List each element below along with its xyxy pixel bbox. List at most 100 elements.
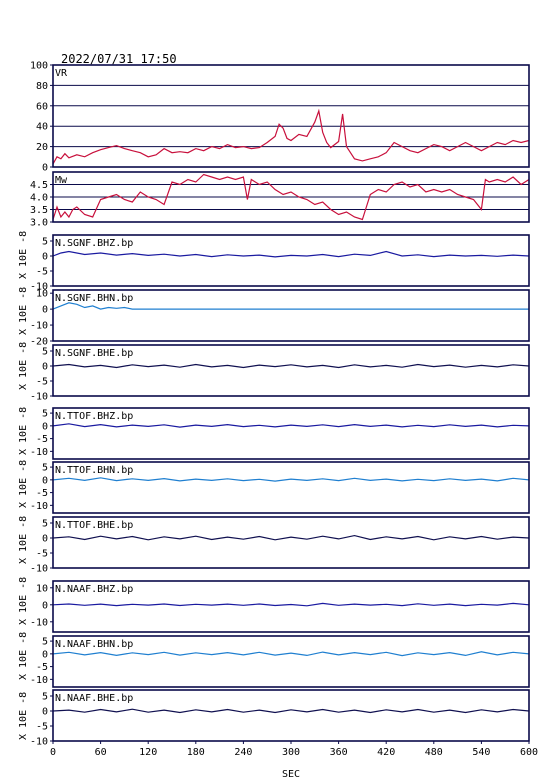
unit-label: X 10E -8 — [18, 407, 29, 455]
y-tick-label: 0 — [42, 362, 48, 373]
series-label: N.SGNF.BHN.bp — [55, 293, 133, 304]
y-tick-label: 5 — [42, 463, 48, 474]
panel-frame — [52, 234, 530, 287]
series-label: N.NAAF.BHZ.bp — [55, 584, 133, 595]
y-tick-label: 60 — [36, 101, 48, 112]
y-tick-label: 0 — [42, 534, 48, 545]
y-tick-label: -20 — [30, 337, 48, 348]
panel-frame — [52, 407, 530, 460]
y-tick-label: 3.5 — [30, 205, 48, 216]
series-line — [52, 363, 530, 369]
y-tick-label: 4.0 — [30, 193, 48, 204]
panel-9: 10 0 -10 N.NAAF.BHZ.bp X 10E -8 — [18, 577, 530, 633]
y-tick-label: 0 — [42, 475, 48, 486]
y-tick-label: 0 — [42, 421, 48, 432]
series-label: N.TTOF.BHE.bp — [55, 520, 133, 531]
series-label: Mw — [55, 175, 68, 186]
x-tick-label: 300 — [282, 747, 300, 758]
series-line — [52, 302, 529, 310]
panel-frame — [52, 461, 530, 514]
panel-frame — [52, 171, 530, 223]
y-tick-label: -5 — [36, 488, 48, 499]
y-tick-label: 0 — [42, 305, 48, 316]
y-tick-label: 5 — [42, 519, 48, 530]
unit-label: X 10E -8 — [18, 287, 29, 335]
panel-frame — [52, 516, 530, 569]
y-tick-label: 0 — [42, 252, 48, 263]
series-line — [52, 534, 530, 541]
panel-2: 4.5 4.03.5 3.0 Mw — [30, 171, 530, 229]
y-tick-label: -10 — [30, 675, 48, 686]
y-tick-label: 5 — [42, 637, 48, 648]
series-line — [52, 602, 530, 607]
series-label: VR — [55, 68, 68, 79]
x-tick-label: 480 — [425, 747, 443, 758]
y-tick-label: -10 — [30, 282, 48, 293]
y-tick-label: 5 — [42, 692, 48, 703]
panel-group: 100806040200VR4.54.03.53.0Mw50-5-10N.SGN… — [18, 61, 530, 748]
y-tick-label: 10 — [36, 583, 48, 594]
y-tick-label: 40 — [36, 122, 48, 133]
panel-frame — [52, 580, 530, 633]
series-label: N.SGNF.BHE.bp — [55, 348, 133, 359]
unit-label: X 10E -8 — [18, 231, 29, 279]
unit-label: X 10E -8 — [18, 516, 29, 564]
unit-label: X 10E -8 — [18, 692, 29, 740]
series-line — [52, 108, 530, 165]
panel-7: 50 -5 -10 N.TTOF.BHN.bp X 10E -8 — [18, 460, 530, 514]
panel-frame — [52, 344, 530, 397]
panel-10: 50 -5 -10 N.NAAF.BHN.bp X 10E -8 — [18, 632, 530, 688]
series-line — [52, 477, 530, 482]
y-tick-label: -10 — [30, 447, 48, 458]
series-label: N.SGNF.BHZ.bp — [55, 238, 133, 249]
y-tick-label: -5 — [36, 662, 48, 673]
y-tick-label: -5 — [36, 267, 48, 278]
x-tick-label: 420 — [377, 747, 395, 758]
y-tick-label: -10 — [30, 392, 48, 403]
y-tick-label: -5 — [36, 722, 48, 733]
y-tick-label: 0 — [42, 649, 48, 660]
series-line — [52, 250, 530, 258]
y-tick-label: -10 — [30, 564, 48, 575]
panel-3: 5 0 -5 -10 N.SGNF.BHZ.bp X 10E -8 — [18, 231, 530, 293]
series-label: N.TTOF.BHZ.bp — [55, 411, 133, 422]
y-tick-label: -5 — [36, 549, 48, 560]
x-tick-label: 540 — [472, 747, 490, 758]
x-tick-label: 120 — [139, 747, 157, 758]
y-tick-label: 5 — [42, 409, 48, 420]
x-tick-label: 600 — [520, 747, 538, 758]
y-tick-label: 5 — [42, 237, 48, 248]
panel-8: 5 0 -5 -10 N.TTOF.BHE.bp X 10E -8 — [18, 516, 530, 575]
x-tick-label: 240 — [234, 747, 252, 758]
y-tick-label: 0 — [42, 600, 48, 611]
y-tick-label: -10 — [30, 737, 48, 748]
panel-frame — [52, 289, 530, 342]
x-tick-label: 180 — [187, 747, 205, 758]
panel-5: 5 0 -5 -10 N.SGNF.BHE.bp X 10E -8 — [18, 342, 530, 403]
panel-6: 50 -5 -10 N.TTOF.BHZ.bp X 10E -8 — [18, 407, 530, 460]
y-tick-label: 80 — [36, 81, 48, 92]
y-tick-label: 3.0 — [30, 218, 48, 229]
series-label: N.NAAF.BHE.bp — [55, 693, 133, 704]
y-tick-label: -5 — [36, 434, 48, 445]
y-tick-label: 4.5 — [30, 180, 48, 191]
panel-11: 5 0 -5 -10 N.NAAF.BHE.bp X 10E -8 — [18, 689, 530, 748]
series-label: N.NAAF.BHN.bp — [55, 639, 133, 650]
y-tick-label: -10 — [30, 321, 48, 332]
series-line — [52, 173, 530, 221]
unit-label: X 10E -8 — [18, 460, 29, 508]
y-tick-label: 20 — [36, 142, 48, 153]
panel-1: 100 80 60 40 20 0 VR — [30, 61, 530, 174]
x-axis-label: SEC — [282, 769, 300, 780]
y-tick-label: 10 — [36, 289, 48, 300]
x-tick-label: 0 — [50, 747, 56, 758]
x-tick-label: 60 — [95, 747, 107, 758]
y-tick-label: -5 — [36, 377, 48, 388]
y-tick-label: 5 — [42, 347, 48, 358]
x-tick-label: 360 — [330, 747, 348, 758]
panel-frame — [52, 635, 530, 688]
x-axis: 0 60 120 180 240 300 360 420 480 540 600 — [50, 741, 538, 758]
unit-label: X 10E -8 — [18, 342, 29, 390]
panel-frame — [52, 64, 530, 168]
